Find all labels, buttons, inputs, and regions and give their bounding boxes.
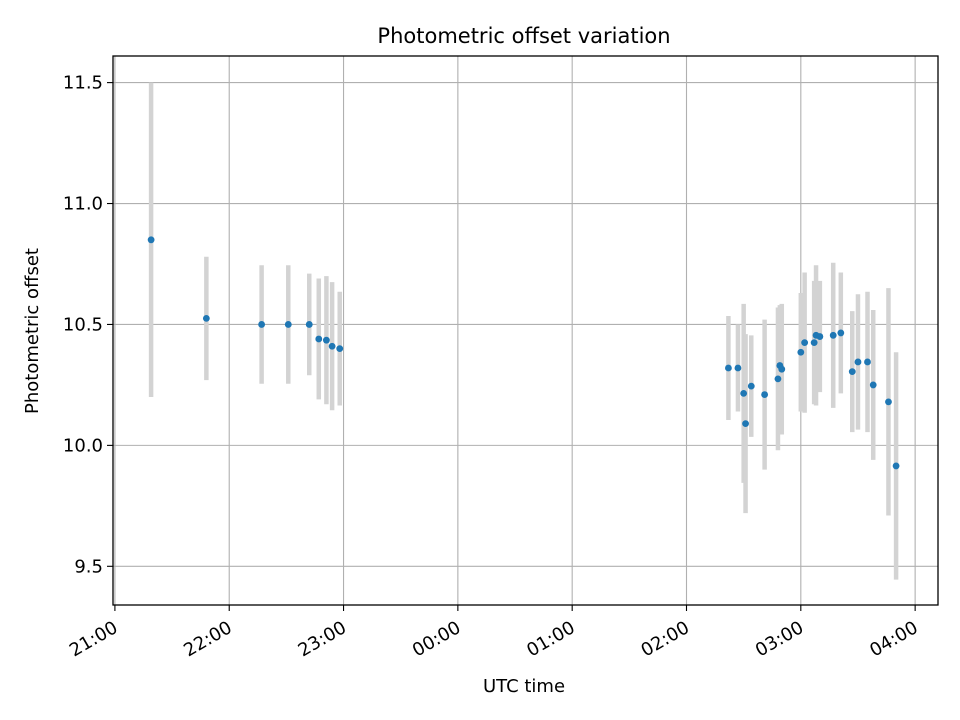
x-tick-label: 01:00 <box>523 617 578 661</box>
y-tick-label: 10.0 <box>63 435 103 456</box>
data-point <box>328 342 336 350</box>
data-point <box>848 368 856 376</box>
chart-title: Photometric offset variation <box>377 24 670 48</box>
data-point <box>336 345 344 353</box>
data-point <box>810 339 818 346</box>
x-tick-label: 00:00 <box>409 617 464 661</box>
data-point <box>315 335 323 343</box>
grid <box>113 56 938 605</box>
data-point <box>864 358 871 366</box>
data-point <box>202 315 210 322</box>
data-point <box>837 329 845 337</box>
data-point <box>774 375 782 383</box>
data-point <box>284 321 292 328</box>
data-point <box>854 358 862 366</box>
data-point <box>147 236 155 244</box>
data-point <box>829 331 837 339</box>
y-tick-label: 9.5 <box>74 556 103 577</box>
x-tick-label: 22:00 <box>180 617 235 661</box>
data-points <box>147 236 900 470</box>
data-point <box>734 364 742 372</box>
error-bars <box>148 82 899 580</box>
data-point <box>885 398 892 406</box>
data-point <box>258 321 266 328</box>
x-tick-label: 04:00 <box>866 617 921 661</box>
y-tick-label: 11.5 <box>63 73 103 94</box>
y-tick-label: 10.5 <box>63 314 103 335</box>
data-point <box>740 389 748 397</box>
x-tick-label: 21:00 <box>66 617 121 661</box>
data-point <box>801 339 809 346</box>
data-point <box>305 321 313 328</box>
x-tick-label: 02:00 <box>638 617 693 661</box>
y-axis-ticks: 9.5 10.0 10.5 11.0 11.5 <box>63 73 113 577</box>
data-point <box>778 365 786 373</box>
data-point <box>747 382 755 390</box>
data-point <box>816 333 824 340</box>
data-point <box>761 391 769 398</box>
data-point <box>322 336 330 344</box>
y-axis-label: Photometric offset <box>22 248 43 414</box>
x-tick-label: 03:00 <box>752 617 807 661</box>
x-tick-label: 23:00 <box>295 617 350 661</box>
data-point <box>797 348 805 356</box>
x-axis-label: UTC time <box>483 676 565 697</box>
y-tick-label: 11.0 <box>63 194 103 215</box>
x-axis-ticks: 21:00 22:00 23:00 00:00 01:00 02:00 03:00 04:00 <box>66 605 922 661</box>
data-point <box>725 364 732 372</box>
plot-frame <box>112 55 939 606</box>
data-point <box>869 381 877 389</box>
data-point <box>742 420 749 428</box>
data-point <box>892 462 900 470</box>
